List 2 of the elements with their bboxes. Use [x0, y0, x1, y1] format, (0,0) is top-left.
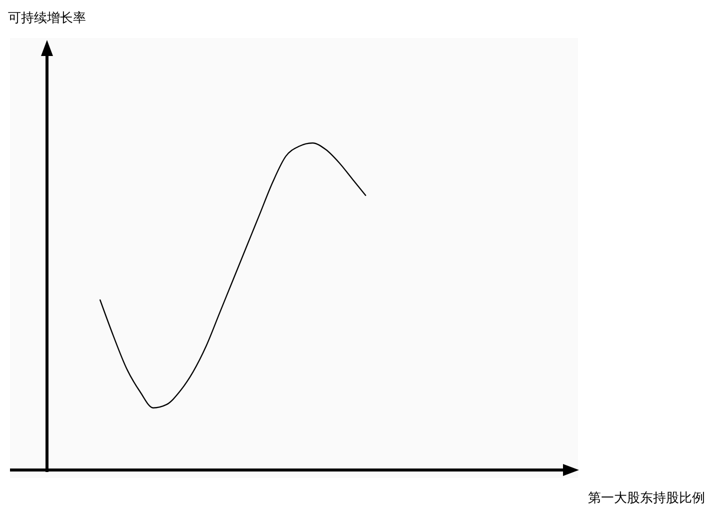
- x-axis-title: 第一大股东持股比例: [588, 491, 705, 506]
- text: 可持续增长率: [8, 10, 86, 26]
